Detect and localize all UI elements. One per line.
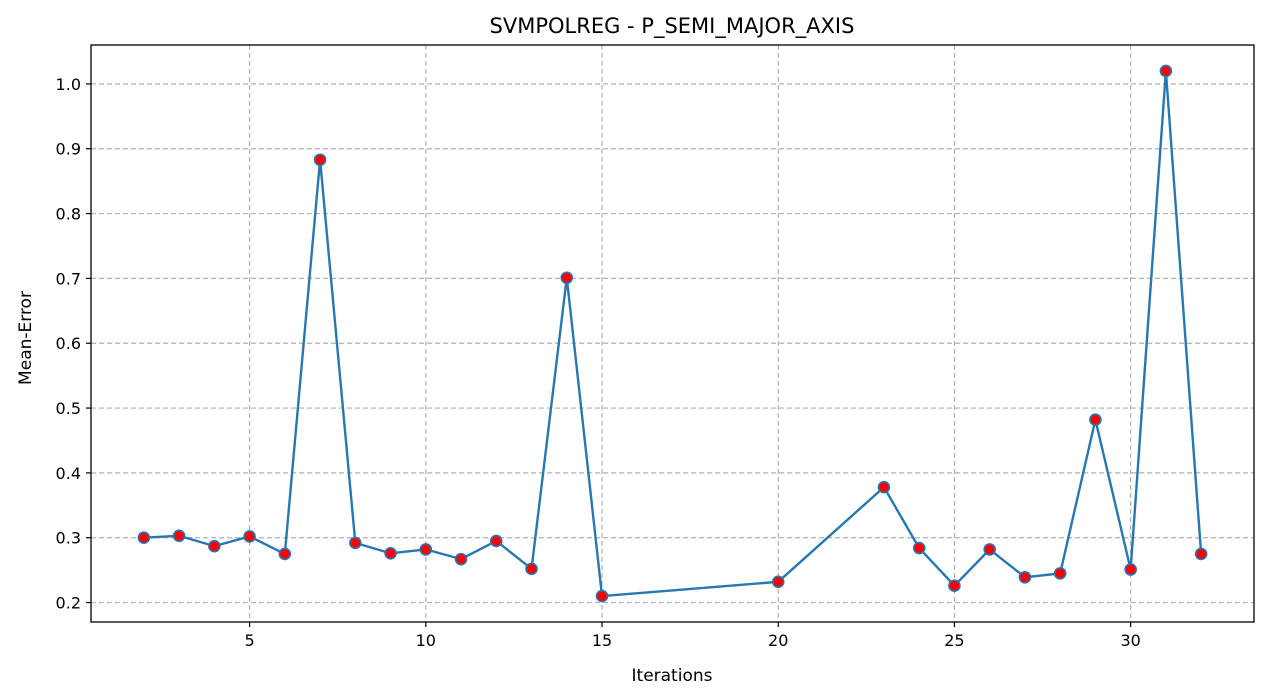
data-point bbox=[771, 575, 785, 589]
y-tick-label: 0.9 bbox=[56, 140, 81, 159]
x-axis-ticks: 5 10 15 20 25 30 bbox=[244, 622, 1141, 650]
data-point bbox=[560, 271, 574, 285]
x-tick-label: 20 bbox=[768, 631, 788, 650]
y-tick-label: 0.5 bbox=[56, 399, 81, 418]
data-point bbox=[1159, 64, 1173, 78]
y-axis-ticks: 0.2 0.3 0.4 0.5 0.6 0.7 0.8 0.9 1.0 bbox=[56, 75, 91, 613]
data-point bbox=[278, 547, 292, 561]
y-tick-label: 0.2 bbox=[56, 594, 81, 613]
data-point bbox=[877, 480, 891, 494]
data-point bbox=[489, 534, 503, 548]
data-point bbox=[419, 543, 433, 556]
data-point bbox=[208, 539, 221, 553]
y-tick-label: 1.0 bbox=[56, 75, 81, 94]
y-tick-label: 0.7 bbox=[56, 269, 81, 288]
y-axis-label: Mean-Error bbox=[16, 291, 36, 385]
data-point bbox=[1124, 563, 1137, 576]
data-point bbox=[454, 552, 468, 566]
data-point bbox=[172, 529, 186, 543]
x-axis-label: Iterations bbox=[632, 666, 713, 686]
y-tick-label: 0.4 bbox=[56, 464, 81, 483]
data-point bbox=[384, 546, 397, 560]
data-point bbox=[313, 153, 327, 167]
data-point bbox=[595, 589, 609, 603]
data-point bbox=[948, 579, 961, 592]
x-tick-label: 30 bbox=[1120, 631, 1140, 650]
data-point bbox=[243, 530, 256, 543]
data-point bbox=[1053, 567, 1067, 580]
data-point bbox=[1018, 570, 1032, 584]
grid bbox=[91, 45, 1254, 622]
series-group bbox=[137, 64, 1208, 603]
data-point bbox=[137, 531, 151, 545]
x-tick-label: 25 bbox=[944, 631, 964, 650]
y-tick-label: 0.8 bbox=[56, 205, 81, 224]
y-tick-label: 0.6 bbox=[56, 334, 81, 353]
data-point bbox=[983, 543, 996, 556]
plot-frame bbox=[90, 44, 1255, 623]
chart-title: SVMPOLREG - P_SEMI_MAJOR_AXIS bbox=[490, 14, 855, 39]
x-tick-label: 5 bbox=[244, 631, 254, 650]
x-tick-label: 15 bbox=[592, 631, 612, 650]
data-point bbox=[1194, 547, 1208, 561]
data-point bbox=[912, 541, 926, 555]
data-point bbox=[349, 536, 362, 550]
x-tick-label: 10 bbox=[416, 631, 436, 650]
y-tick-label: 0.3 bbox=[56, 529, 81, 548]
data-point bbox=[525, 562, 538, 576]
data-point bbox=[1089, 413, 1102, 427]
